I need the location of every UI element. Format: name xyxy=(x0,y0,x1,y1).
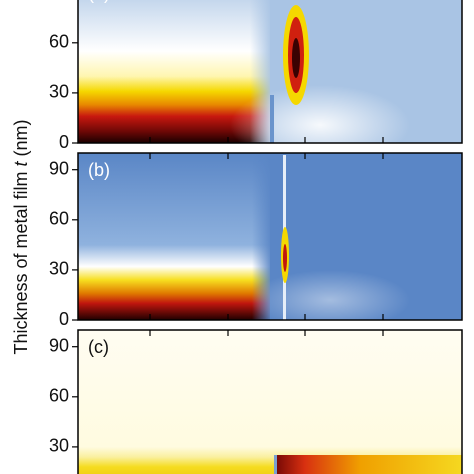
y-tick-label: 30 xyxy=(49,436,69,456)
heatmap-b xyxy=(78,153,462,330)
y-axis-label-unit: (nm) xyxy=(11,119,31,156)
y-axis-label: Thickness of metal film t (nm) xyxy=(11,119,31,354)
y-tick-label: 60 xyxy=(49,386,69,406)
panel-label: (b) xyxy=(88,160,110,180)
y-tick-label: 0 xyxy=(59,132,69,152)
y-tick-label: 90 xyxy=(49,158,69,178)
y-tick-label: 30 xyxy=(49,259,69,279)
y-axis-label-text: Thickness of metal film xyxy=(11,171,31,354)
y-tick-label: 30 xyxy=(49,82,69,102)
panel-label: (a) xyxy=(88,0,110,3)
y-tick-label: 60 xyxy=(49,32,69,52)
axes: 0 30 60 (a) 0 30 60 90 (b) 30 60 90 (c) xyxy=(49,0,463,474)
panel-label: (c) xyxy=(88,337,109,357)
panel-frame xyxy=(77,152,463,321)
y-tick-label: 0 xyxy=(59,309,69,329)
y-axis-label-symbol: t xyxy=(11,160,31,166)
heatmap-a xyxy=(78,0,462,165)
panel-frame xyxy=(77,329,463,474)
heatmap-c xyxy=(78,330,462,474)
y-tick-label: 90 xyxy=(49,335,69,355)
panel-frame xyxy=(77,0,463,144)
y-tick-label: 60 xyxy=(49,209,69,229)
